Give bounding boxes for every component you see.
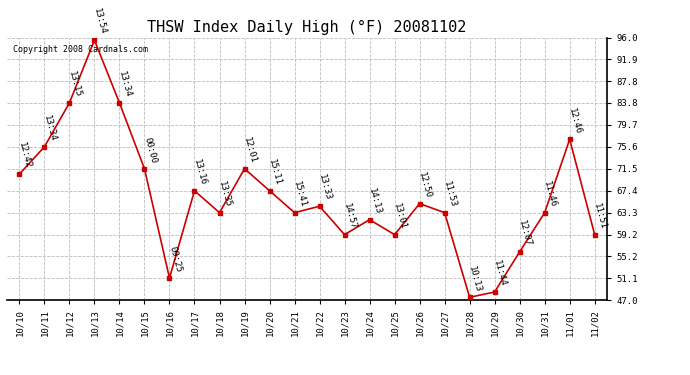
Text: 14:57: 14:57	[342, 202, 357, 230]
Text: 15:41: 15:41	[292, 180, 308, 209]
Text: 11:46: 11:46	[542, 180, 558, 209]
Title: THSW Index Daily High (°F) 20081102: THSW Index Daily High (°F) 20081102	[148, 20, 466, 35]
Text: 13:33: 13:33	[317, 174, 333, 202]
Text: 13:34: 13:34	[42, 114, 57, 142]
Text: 00:00: 00:00	[142, 136, 157, 165]
Text: 10:13: 10:13	[467, 265, 483, 293]
Text: 13:15: 13:15	[67, 70, 83, 99]
Text: 12:07: 12:07	[518, 219, 533, 248]
Text: 15:11: 15:11	[267, 158, 283, 186]
Text: Copyright 2008 Cardnals.com: Copyright 2008 Cardnals.com	[13, 45, 148, 54]
Text: 11:44: 11:44	[492, 260, 508, 288]
Text: 12:01: 12:01	[242, 136, 257, 165]
Text: 11:53: 11:53	[442, 180, 457, 209]
Text: 13:34: 13:34	[117, 70, 132, 99]
Text: 13:01: 13:01	[392, 202, 408, 230]
Text: 13:16: 13:16	[192, 158, 208, 186]
Text: 12:42: 12:42	[17, 141, 32, 170]
Text: 12:46: 12:46	[567, 107, 583, 135]
Text: 09:25: 09:25	[167, 246, 183, 274]
Text: 11:51: 11:51	[592, 202, 608, 230]
Text: 14:13: 14:13	[367, 187, 383, 215]
Text: 13:35: 13:35	[217, 180, 233, 209]
Text: 12:50: 12:50	[417, 171, 433, 199]
Text: 13:54: 13:54	[92, 8, 108, 36]
